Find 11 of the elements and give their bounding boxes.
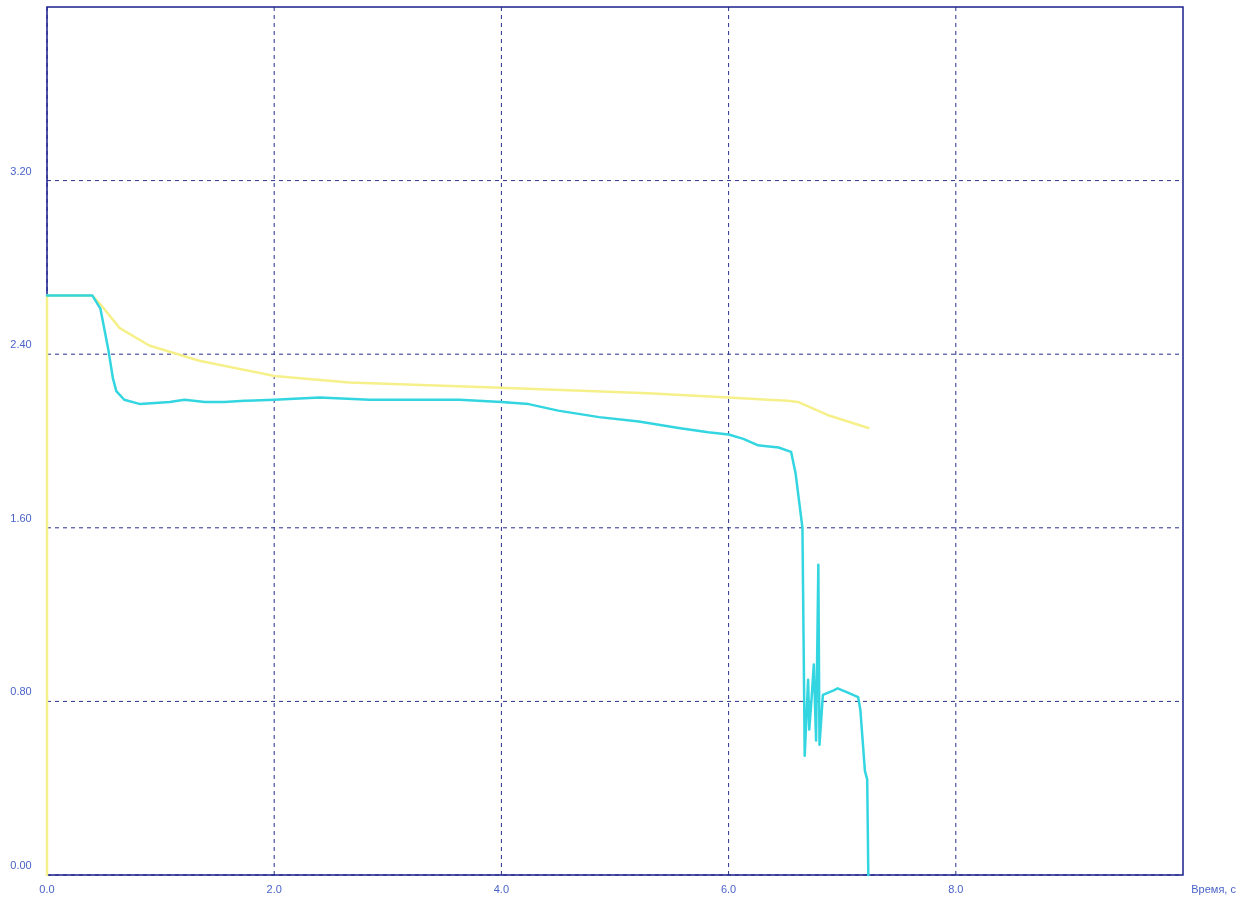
y-tick-label: 1.60: [10, 511, 32, 524]
y-tick-label: 2.40: [10, 338, 32, 351]
x-axis-title: Время, с: [1191, 883, 1237, 895]
y-tick-label: 0.80: [10, 685, 32, 698]
x-tick-label: 6.0: [720, 883, 737, 895]
x-tick-label: 4.0: [493, 883, 510, 895]
x-tick-label: 8.0: [948, 883, 964, 895]
y-tick-label: 0.00: [10, 859, 32, 871]
x-tick-label: 2.0: [266, 883, 282, 895]
y-tick-label: 3.20: [10, 164, 32, 177]
x-tick-label: 0.0: [39, 883, 55, 895]
